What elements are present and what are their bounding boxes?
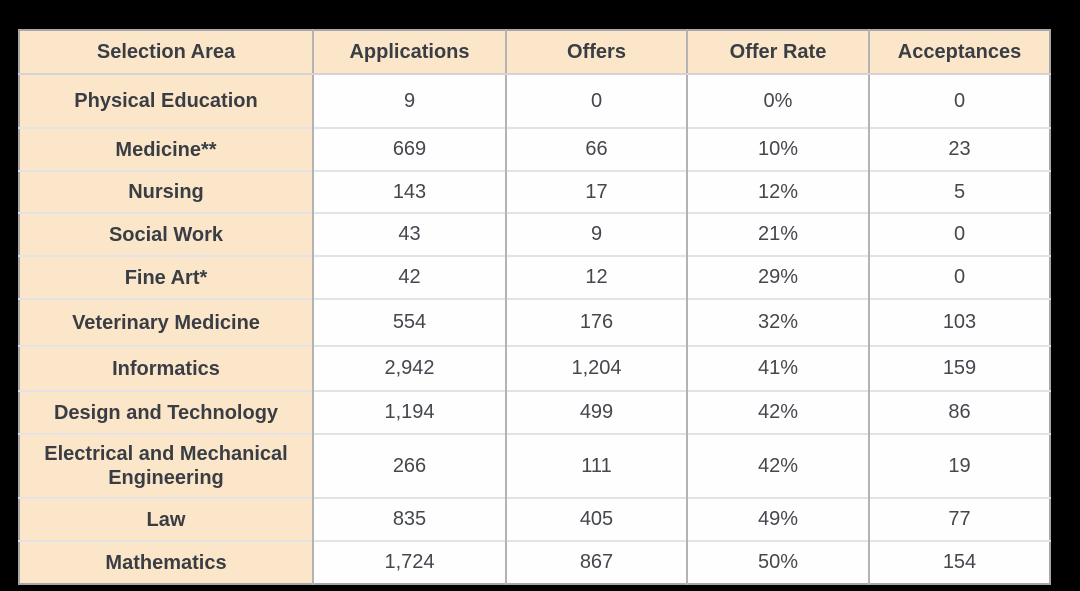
table-row: Mathematics 1,724 867 50% 154	[19, 540, 1050, 584]
value-cell: 499	[505, 390, 687, 434]
value-cell: 42%	[686, 433, 869, 498]
value-cell: 29%	[686, 255, 869, 299]
row-label-cell: Electrical and Mechanical Engineering	[19, 433, 313, 498]
row-label-cell: Law	[19, 497, 313, 541]
value-cell: 111	[505, 433, 687, 498]
value-cell: 42	[312, 255, 506, 299]
value-cell: 1,194	[312, 390, 506, 434]
table-row: Fine Art* 42 12 29% 0	[19, 255, 1050, 299]
table-header-row: Selection Area Applications Offers Offer…	[19, 30, 1050, 75]
value-cell: 0	[868, 255, 1050, 299]
value-cell: 21%	[686, 212, 869, 256]
value-cell: 1,724	[312, 540, 506, 584]
value-cell: 0	[868, 74, 1050, 128]
value-cell: 49%	[686, 497, 869, 541]
value-cell: 835	[312, 497, 506, 541]
value-cell: 154	[868, 540, 1050, 584]
admissions-table: Selection Area Applications Offers Offer…	[18, 29, 1051, 585]
value-cell: 176	[505, 298, 687, 346]
value-cell: 9	[312, 74, 506, 128]
value-cell: 66	[505, 127, 687, 171]
value-cell: 0	[868, 212, 1050, 256]
value-cell: 103	[868, 298, 1050, 346]
value-cell: 50%	[686, 540, 869, 584]
row-label-cell: Medicine**	[19, 127, 313, 171]
row-label-cell: Veterinary Medicine	[19, 298, 313, 346]
column-header-acceptances: Acceptances	[868, 30, 1050, 75]
value-cell: 12%	[686, 170, 869, 213]
column-header-applications: Applications	[312, 30, 506, 75]
row-label-cell: Social Work	[19, 212, 313, 256]
table-row: Veterinary Medicine 554 176 32% 103	[19, 298, 1050, 346]
table-row: Design and Technology 1,194 499 42% 86	[19, 390, 1050, 434]
table-row: Nursing 143 17 12% 5	[19, 170, 1050, 213]
value-cell: 77	[868, 497, 1050, 541]
table-body: Physical Education 9 0 0% 0 Medicine** 669 66 10…	[19, 74, 1050, 584]
value-cell: 23	[868, 127, 1050, 171]
value-cell: 0%	[686, 74, 869, 128]
value-cell: 41%	[686, 345, 869, 391]
value-cell: 405	[505, 497, 687, 541]
row-label-cell: Mathematics	[19, 540, 313, 584]
value-cell: 42%	[686, 390, 869, 434]
value-cell: 43	[312, 212, 506, 256]
value-cell: 159	[868, 345, 1050, 391]
admissions-table-container: Selection Area Applications Offers Offer…	[18, 29, 1051, 585]
value-cell: 143	[312, 170, 506, 213]
value-cell: 554	[312, 298, 506, 346]
value-cell: 5	[868, 170, 1050, 213]
row-label-cell: Design and Technology	[19, 390, 313, 434]
value-cell: 10%	[686, 127, 869, 171]
value-cell: 12	[505, 255, 687, 299]
value-cell: 17	[505, 170, 687, 213]
column-header-offers: Offers	[505, 30, 687, 75]
value-cell: 1,204	[505, 345, 687, 391]
value-cell: 19	[868, 433, 1050, 498]
table-row: Medicine** 669 66 10% 23	[19, 127, 1050, 171]
table-row: Informatics 2,942 1,204 41% 159	[19, 345, 1050, 391]
row-label-cell: Fine Art*	[19, 255, 313, 299]
table-row: Social Work 43 9 21% 0	[19, 212, 1050, 256]
value-cell: 86	[868, 390, 1050, 434]
table-row: Physical Education 9 0 0% 0	[19, 74, 1050, 128]
row-label-cell: Informatics	[19, 345, 313, 391]
value-cell: 266	[312, 433, 506, 498]
value-cell: 669	[312, 127, 506, 171]
value-cell: 867	[505, 540, 687, 584]
value-cell: 9	[505, 212, 687, 256]
column-header-offer-rate: Offer Rate	[686, 30, 869, 75]
row-label-cell: Nursing	[19, 170, 313, 213]
value-cell: 2,942	[312, 345, 506, 391]
column-header-selection-area: Selection Area	[19, 30, 313, 75]
table-row: Law 835 405 49% 77	[19, 497, 1050, 541]
value-cell: 0	[505, 74, 687, 128]
row-label-cell: Physical Education	[19, 74, 313, 128]
table-row: Electrical and Mechanical Engineering 266…	[19, 433, 1050, 498]
value-cell: 32%	[686, 298, 869, 346]
